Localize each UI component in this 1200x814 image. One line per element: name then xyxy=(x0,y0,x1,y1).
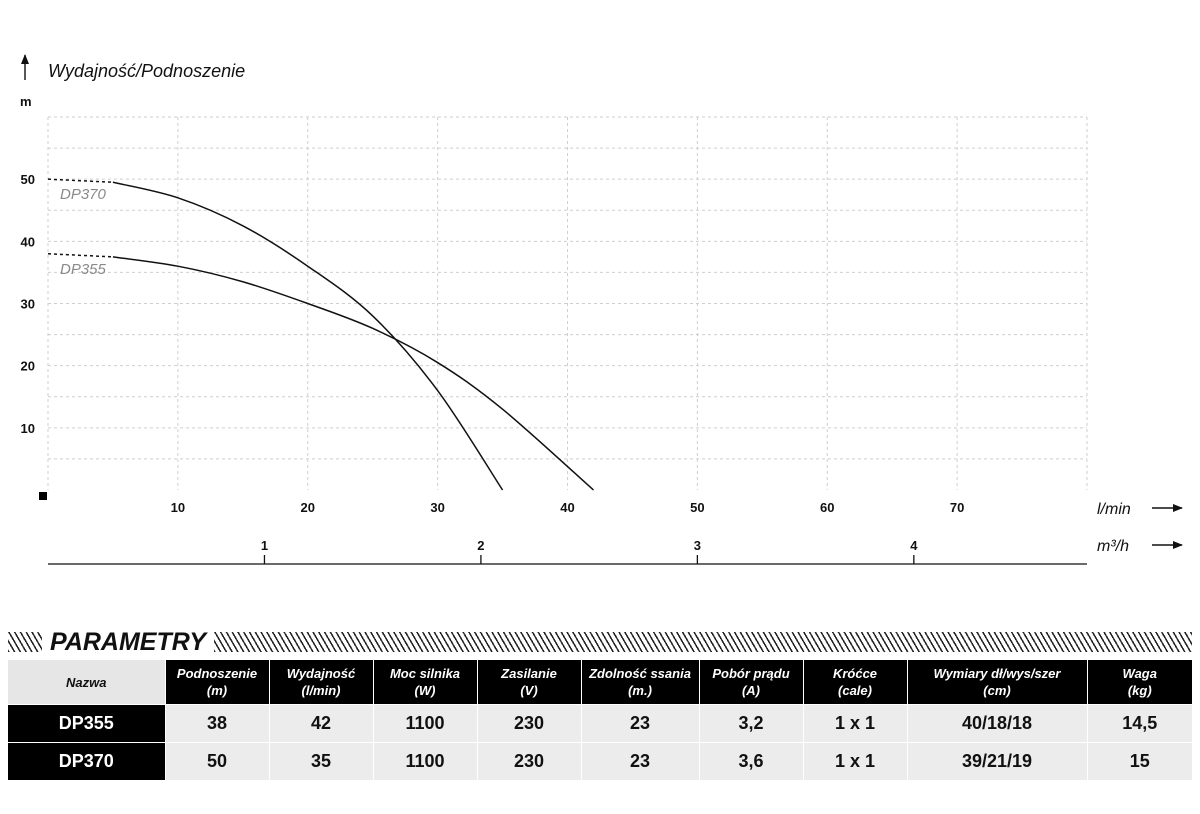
x2-tick-label: 3 xyxy=(694,538,701,553)
x-tick-label: 70 xyxy=(950,500,964,515)
x-tick-label: 20 xyxy=(301,500,315,515)
performance-chart: Wydajność/Podnoszenie m 10 20 30 40 50 10 20 3… xyxy=(20,54,1183,565)
parameters-title: PARAMETRY xyxy=(44,628,213,656)
header-label: Moc silnika xyxy=(389,666,461,681)
parameters-table: Nazwa Podnoszenie (m) Wydajność (l/min) Moc s… xyxy=(8,660,1192,780)
x2-tick-label: 4 xyxy=(910,538,918,553)
header-unit: (V) xyxy=(520,683,538,698)
table-cell: 40/18/18 xyxy=(906,704,1087,743)
x2-tick-label: 1 xyxy=(261,538,268,553)
table-cell: 50 xyxy=(164,742,269,780)
header-label: Pobór prądu xyxy=(712,666,790,681)
x-tick-label: 60 xyxy=(820,500,834,515)
table-row-name: DP370 xyxy=(8,742,165,780)
header-unit: (cm) xyxy=(983,683,1011,698)
table-header-cell: Pobór prądu (A) xyxy=(698,660,803,705)
table-cell: 1100 xyxy=(372,742,477,780)
origin-marker xyxy=(39,492,47,500)
header-label: Króćce xyxy=(832,666,878,681)
table-cell: 14,5 xyxy=(1086,704,1192,743)
series-label-dp355: DP355 xyxy=(60,261,107,278)
table-cell: 38 xyxy=(164,704,269,743)
x2-tick-label: 2 xyxy=(477,538,484,553)
x-unit-label: l/min xyxy=(1097,501,1131,518)
x-tick-label: 50 xyxy=(690,500,704,515)
chart-title: Wydajność/Podnoszenie xyxy=(48,61,245,81)
parameters-header: PARAMETRY xyxy=(8,628,1192,656)
series-label-dp370: DP370 xyxy=(60,186,107,203)
table-header-cell: Moc silnika (W) xyxy=(372,660,477,705)
series-lines: DP370 DP355 xyxy=(47,178,594,491)
x-tick-label: 40 xyxy=(560,500,574,515)
table-header-cell: Króćce (cale) xyxy=(802,660,907,705)
header-label: Zasilanie xyxy=(501,666,557,681)
header-label: Waga xyxy=(1122,666,1157,681)
table-cell: 39/21/19 xyxy=(906,742,1087,780)
series-line-dashed-dp370 xyxy=(47,178,113,184)
secondary-x-axis: 1 2 3 4 xyxy=(48,538,1087,565)
table-cell: 23 xyxy=(580,742,699,780)
header-label: Podnoszenie xyxy=(176,666,258,681)
table-body: DP355 38 42 1100 230 23 3,2 1 x 1 40/18/18 14,5 DP… xyxy=(8,704,1192,780)
header-label: Wydajność xyxy=(286,666,356,681)
table-header-row: Nazwa Podnoszenie (m) Wydajność (l/min) Moc s… xyxy=(8,660,1192,705)
header-unit: (m) xyxy=(206,683,228,698)
table-cell: 230 xyxy=(476,742,581,780)
table-row-name: DP355 xyxy=(8,704,165,743)
table-row: DP370 50 35 1100 230 23 3,6 1 x 1 39/21/19 15 xyxy=(8,742,1192,780)
table-cell: 35 xyxy=(268,742,373,780)
y-unit-label: m xyxy=(20,94,32,109)
table-cell: 15 xyxy=(1086,742,1192,780)
table-header-cell: Podnoszenie (m) xyxy=(164,660,269,705)
y-tick-labels: 10 20 30 40 50 xyxy=(21,172,35,436)
table-cell: 1 x 1 xyxy=(802,742,907,780)
table-cell: 1100 xyxy=(372,704,477,743)
header-unit: (kg) xyxy=(1127,683,1152,698)
table-header-cell: Wydajność (l/min) xyxy=(268,660,373,705)
table-cell: 23 xyxy=(580,704,699,743)
header-label: Nazwa xyxy=(66,674,107,690)
table-cell: 3,2 xyxy=(698,704,803,743)
x2-unit-label: m³/h xyxy=(1097,538,1129,555)
table-cell: 42 xyxy=(268,704,373,743)
header-unit: (W) xyxy=(414,683,436,698)
header-label: Zdolność ssania xyxy=(589,666,691,681)
table-cell: 3,6 xyxy=(698,742,803,780)
hatch-decoration-left xyxy=(8,632,42,652)
y-tick-label: 50 xyxy=(21,172,35,187)
x-tick-labels: 10 20 30 40 50 60 70 xyxy=(171,500,965,515)
y-tick-label: 10 xyxy=(21,421,35,436)
header-unit: (cale) xyxy=(838,683,872,698)
grid xyxy=(47,116,1088,490)
header-unit: (l/min) xyxy=(301,683,341,698)
header-unit: (m.) xyxy=(628,683,652,698)
table-cell: 230 xyxy=(476,704,581,743)
series-line-dp355 xyxy=(112,256,594,491)
y-tick-label: 20 xyxy=(21,359,35,374)
series-line-dp370 xyxy=(112,181,504,491)
y-tick-label: 40 xyxy=(21,234,35,249)
y-tick-label: 30 xyxy=(21,297,35,312)
table-header-cell: Nazwa xyxy=(8,660,165,705)
table-cell: 1 x 1 xyxy=(802,704,907,743)
series-line-dashed-dp355 xyxy=(47,253,113,258)
x-tick-label: 30 xyxy=(430,500,444,515)
table-header-cell: Wymiary dł/wys/szer (cm) xyxy=(906,660,1087,705)
table-row: DP355 38 42 1100 230 23 3,2 1 x 1 40/18/18 14,5 xyxy=(8,704,1192,743)
hatch-decoration-right xyxy=(214,632,1192,652)
header-label: Wymiary dł/wys/szer xyxy=(933,666,1061,681)
x-tick-label: 10 xyxy=(171,500,185,515)
table-header-cell: Zdolność ssania (m.) xyxy=(580,660,699,705)
table-header-cell: Waga (kg) xyxy=(1086,660,1192,705)
table-header-cell: Zasilanie (V) xyxy=(476,660,581,705)
header-unit: (A) xyxy=(741,683,761,698)
